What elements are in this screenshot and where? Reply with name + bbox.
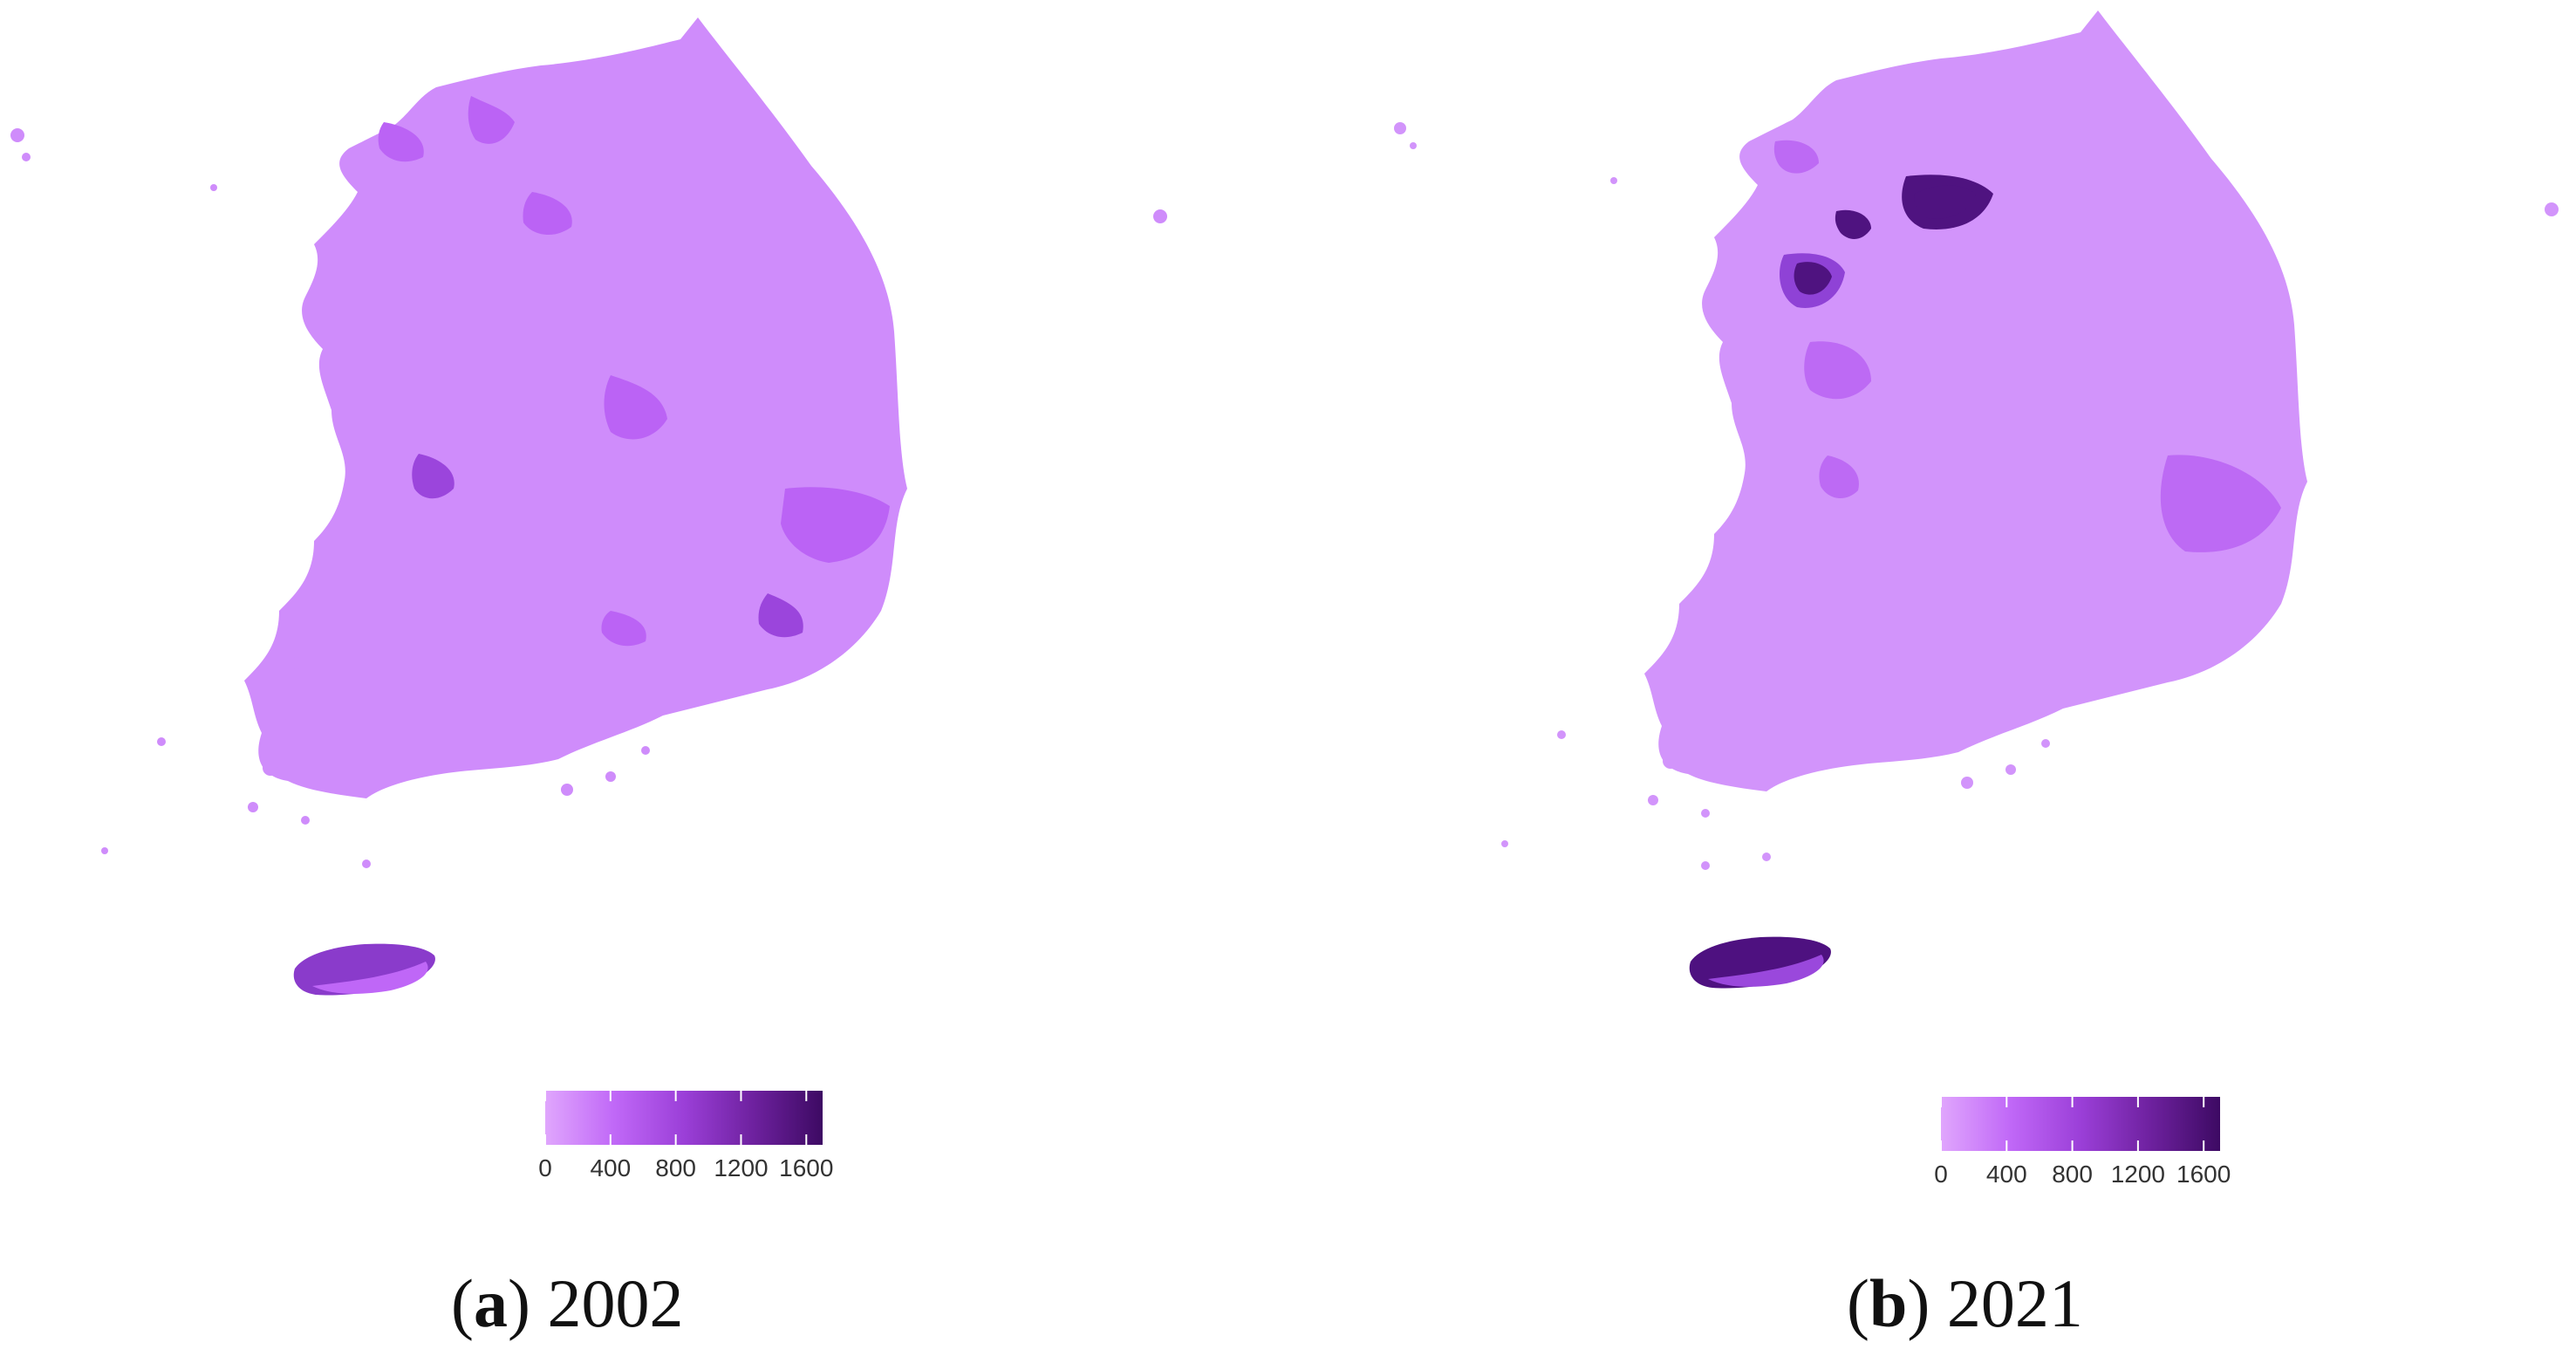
panel-a-caption-year: 2002: [547, 1265, 683, 1341]
panel-a-legend: 0 400 800 1200 1600: [538, 1091, 833, 1181]
panel-a-mainland: [244, 17, 907, 798]
legend-tick-label: 1200: [2111, 1161, 2165, 1188]
panel-b-jeju-island: [1689, 936, 1831, 989]
legend-tick-label: 0: [1934, 1161, 1948, 1188]
panel-a-legend-colorbar: [545, 1091, 823, 1145]
panel-a-region-shading: [378, 96, 890, 647]
panel-b-legend: 0 400 800 1200 1600: [1934, 1097, 2231, 1188]
legend-tick-label: 1600: [779, 1154, 833, 1181]
panel-b-region-shading: [1773, 140, 2281, 552]
panel-b-mainland: [1644, 10, 2307, 791]
panel-b-legend-colorbar: [1941, 1097, 2220, 1151]
panel-a-jeju-island: [293, 943, 435, 996]
legend-tick-label: 800: [2052, 1161, 2093, 1188]
panel-a-caption-letter: a: [474, 1265, 508, 1341]
panel-a-coastal-islets: [10, 128, 1167, 868]
panel-b-coastal-islets: [1394, 122, 2559, 870]
panel-b-legend-ticks: 0 400 800 1200 1600: [1934, 1097, 2231, 1188]
legend-tick-label: 400: [590, 1154, 631, 1181]
panel-a-legend-ticks: 0 400 800 1200 1600: [538, 1091, 833, 1181]
panel-b-caption-year: 2021: [1947, 1265, 2083, 1341]
legend-tick-label: 0: [538, 1154, 552, 1181]
legend-tick-label: 1200: [714, 1154, 768, 1181]
legend-tick-label: 800: [655, 1154, 696, 1181]
panel-a-map: [10, 17, 1167, 996]
legend-tick-label: 1600: [2176, 1161, 2231, 1188]
panel-a-caption: (a) 2002: [451, 1265, 683, 1341]
legend-tick-label: 400: [1986, 1161, 2027, 1188]
panel-b-caption-letter: b: [1869, 1265, 1907, 1341]
panel-b-map: [1394, 10, 2559, 989]
panel-b-caption: (b) 2021: [1847, 1265, 2083, 1341]
